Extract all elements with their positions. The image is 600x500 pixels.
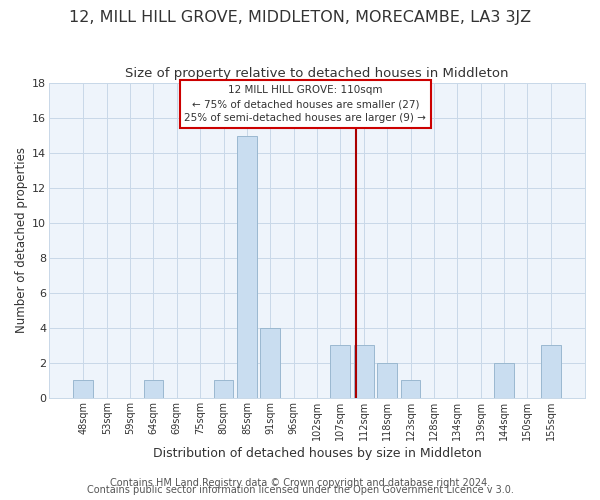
Bar [331,346,350,398]
Text: Contains public sector information licensed under the Open Government Licence v : Contains public sector information licen… [86,485,514,495]
Bar [143,380,163,398]
Bar [237,136,257,398]
Bar [73,380,93,398]
Title: Size of property relative to detached houses in Middleton: Size of property relative to detached ho… [125,68,509,80]
Bar [401,380,421,398]
Bar [494,363,514,398]
Bar [260,328,280,398]
Text: 12, MILL HILL GROVE, MIDDLETON, MORECAMBE, LA3 3JZ: 12, MILL HILL GROVE, MIDDLETON, MORECAMB… [69,10,531,25]
Y-axis label: Number of detached properties: Number of detached properties [15,148,28,334]
X-axis label: Distribution of detached houses by size in Middleton: Distribution of detached houses by size … [152,447,481,460]
Bar [214,380,233,398]
Text: Contains HM Land Registry data © Crown copyright and database right 2024.: Contains HM Land Registry data © Crown c… [110,478,490,488]
Text: 12 MILL HILL GROVE: 110sqm
← 75% of detached houses are smaller (27)
25% of semi: 12 MILL HILL GROVE: 110sqm ← 75% of deta… [184,84,426,124]
Bar [377,363,397,398]
Bar [354,346,374,398]
Bar [541,346,560,398]
